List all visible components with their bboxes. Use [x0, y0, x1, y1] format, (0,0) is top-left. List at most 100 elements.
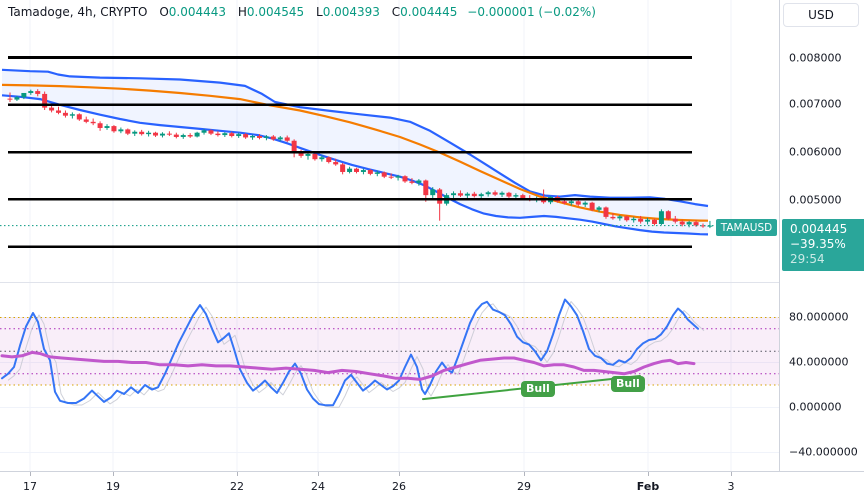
chart-panes[interactable]	[0, 0, 864, 475]
candle-body	[603, 207, 609, 217]
oscillator-line	[1, 298, 699, 407]
candle-body	[437, 189, 443, 204]
candle-body	[215, 133, 221, 136]
current-price-badge[interactable]: 0.004445 −39.35% 29:54	[782, 219, 864, 271]
price-axis-label: 0.000000	[789, 400, 842, 414]
price-axis-label: 80.000000	[789, 310, 849, 324]
time-axis[interactable]: 17 19 22 24 26 29 Feb 3	[0, 471, 864, 500]
price-axis-label: 40.000000	[789, 355, 849, 369]
time-axis-label: 26	[392, 480, 406, 493]
candle-body	[340, 164, 346, 172]
candle-body	[471, 193, 477, 197]
candle-body	[62, 112, 68, 116]
time-axis-label: 29	[517, 480, 531, 493]
candle-body	[173, 134, 179, 137]
candle-body	[139, 131, 145, 135]
candle-body	[665, 211, 671, 219]
candle-body	[56, 110, 62, 113]
candle-body	[256, 136, 262, 138]
symbol-title[interactable]: Tamadoge, 4h, CRYPTO	[8, 5, 148, 19]
candle-body	[201, 130, 207, 133]
candle-body	[104, 126, 110, 128]
candle-body	[305, 153, 311, 156]
price-axis-label: −40.000000	[789, 445, 858, 459]
candle-body	[7, 98, 13, 100]
badge-bar-countdown: 29:54	[790, 252, 825, 266]
candle-body	[319, 157, 325, 160]
time-axis-tick	[237, 472, 238, 476]
candle-body	[187, 135, 193, 137]
chart-legend: Tamadoge, 4h, CRYPTO O0.004443 H0.004545…	[8, 5, 596, 19]
candle-body	[367, 170, 373, 174]
candle-body	[284, 137, 290, 141]
candle-body	[638, 218, 644, 222]
candle-body	[499, 192, 505, 195]
candle-body	[347, 168, 353, 172]
high-label: H	[237, 5, 247, 19]
symbol-price-line-label[interactable]: TAMAUSD	[716, 219, 777, 236]
time-axis-tick	[524, 472, 525, 476]
candle-body	[312, 153, 318, 160]
price-axis-label: 0.005000	[789, 193, 842, 207]
candle-body	[658, 211, 664, 224]
candle-body	[194, 132, 200, 137]
close-value: 0.004445	[400, 5, 458, 19]
change-value: −0.000001 (−0.02%)	[467, 5, 596, 19]
time-axis-label: 17	[23, 480, 37, 493]
candle-body	[21, 92, 27, 98]
candle-body	[83, 119, 89, 122]
candle-body	[672, 218, 678, 222]
candle-body	[645, 219, 651, 222]
time-axis-label: Feb	[636, 480, 660, 493]
candle-body	[395, 176, 401, 178]
candle-body	[222, 133, 228, 136]
time-axis-tick	[731, 472, 732, 476]
candle-body	[568, 201, 574, 204]
candle-body	[700, 225, 706, 227]
candle-body	[686, 222, 692, 225]
candle-body	[610, 216, 616, 219]
candle-body	[90, 121, 96, 124]
candle-body	[263, 136, 269, 138]
candle-body	[575, 201, 581, 205]
candle-body	[451, 193, 457, 196]
time-axis-label: 3	[727, 480, 735, 493]
candle-body	[159, 133, 165, 136]
candle-body	[416, 180, 422, 183]
candle-body	[374, 172, 380, 174]
time-axis-tick	[30, 472, 31, 476]
oscillator-ghost-line	[7, 301, 705, 408]
chart-canvas[interactable]	[0, 0, 864, 471]
price-axis-label: 0.007000	[789, 97, 842, 111]
candle-body	[236, 134, 242, 137]
candle-body	[679, 221, 685, 225]
bollinger-upper-line	[1, 68, 709, 208]
low-value: 0.004393	[322, 5, 380, 19]
open-value: 0.004443	[168, 5, 227, 19]
candle-body	[35, 91, 41, 94]
candle-body	[69, 114, 75, 116]
candle-body	[430, 189, 436, 196]
price-axis[interactable]: 0.008000 0.007000 0.006000 0.005000 80.00000…	[779, 0, 864, 471]
candle-body	[208, 130, 214, 134]
candle-body	[520, 195, 526, 199]
badge-change-pct: −39.35%	[790, 237, 846, 251]
time-axis-tick	[399, 472, 400, 476]
candle-body	[277, 137, 283, 140]
candle-body	[125, 129, 131, 134]
candle-body	[360, 170, 366, 172]
candle-body	[298, 153, 304, 156]
candle-body	[485, 192, 491, 195]
price-axis-label: 0.008000	[789, 51, 842, 65]
candle-body	[229, 133, 235, 137]
candle-body	[589, 202, 595, 210]
currency-toggle-button[interactable]: USD	[783, 3, 859, 27]
candle-body	[693, 222, 699, 226]
open-label: O	[159, 5, 169, 19]
candle-body	[624, 216, 630, 221]
candle-body	[561, 201, 567, 204]
pane-separator[interactable]	[0, 282, 864, 283]
time-axis-label: 24	[311, 480, 325, 493]
candle-body	[402, 176, 408, 182]
